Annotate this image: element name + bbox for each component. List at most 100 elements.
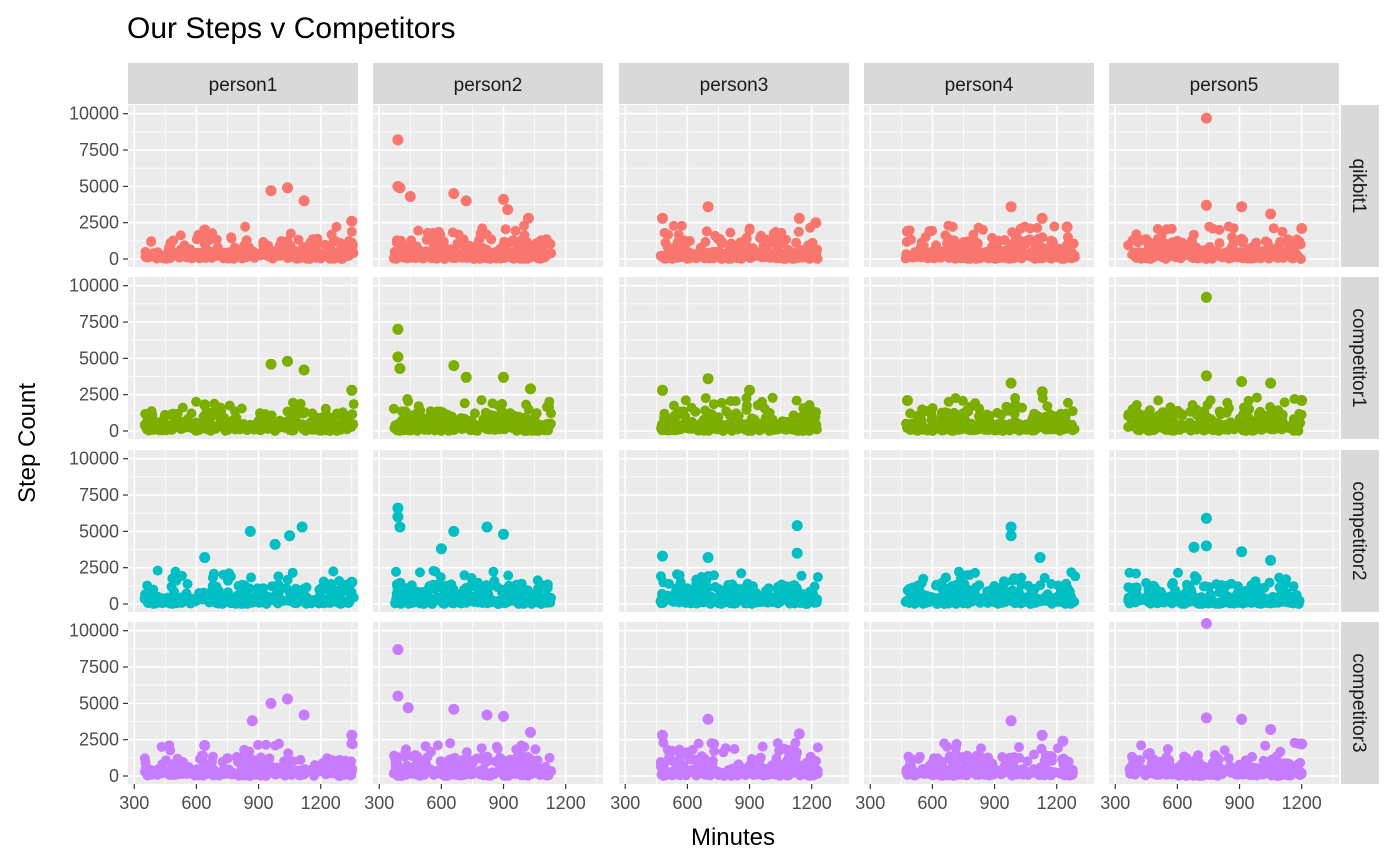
data-point [1142,423,1153,434]
data-point [725,396,736,407]
data-point [754,425,765,436]
data-point [964,421,975,432]
data-point [1132,237,1143,248]
data-point [782,416,793,427]
data-point [186,408,197,419]
data-point [918,422,928,433]
data-point [1049,221,1060,232]
data-point [458,423,469,433]
point-cloud-qikbit1-person3 [655,220,823,264]
data-point [510,753,521,764]
data-point [257,761,268,772]
data-point [392,583,403,594]
data-point [1225,422,1236,433]
data-point [1149,582,1160,593]
data-point [926,409,937,420]
data-point [927,225,938,236]
y-tick-label: 2500 [79,730,119,750]
data-point [1035,580,1046,591]
data-point [396,406,407,417]
data-point [711,246,722,257]
data-point [487,595,498,606]
data-point [207,420,218,431]
data-point [237,253,248,264]
data-point [742,578,753,589]
data-point [741,233,752,244]
point-cloud-qikbit1-person5 [1123,221,1306,264]
data-point [771,247,782,257]
data-point [710,582,721,592]
row-label-competitor3: competitor3 [1348,653,1369,752]
data-point [1161,407,1172,418]
data-point [703,571,714,581]
data-point [977,224,988,235]
data-point [272,250,283,261]
data-point [1210,598,1221,609]
data-point [1214,406,1225,417]
data-point [1243,244,1254,255]
y-tick-label: 2500 [79,213,119,233]
data-point [448,584,459,595]
data-point [175,230,186,241]
data-point [501,594,512,605]
data-point [997,251,1008,262]
data-point [908,594,919,605]
data-point [1192,422,1203,433]
data-point [275,583,286,594]
data-point [155,765,166,776]
data-point [546,248,557,259]
data-point [328,566,339,577]
facet-panels: person1 person2 person3 person4 person5qikbi… [69,63,1379,813]
data-point [500,224,511,235]
data-point [671,583,682,594]
data-point [747,243,758,254]
data-point [475,228,486,239]
data-point [326,768,337,779]
data-point [492,743,503,754]
data-point [798,410,809,421]
data-point [938,248,949,258]
data-point [191,396,202,407]
data-point [487,398,498,409]
column-label-person3: person3 [700,75,769,96]
data-point [508,421,519,431]
data-point [1243,395,1254,406]
data-point [1276,424,1287,435]
data-point [421,247,432,258]
data-point [674,251,684,262]
data-point [687,249,698,260]
data-point [1260,236,1271,247]
data-point [485,410,496,420]
data-point [514,246,525,257]
data-point [722,583,733,594]
data-point [544,752,555,763]
data-point [914,584,925,595]
data-point [260,739,271,750]
data-point [441,596,452,607]
y-tick-label: 0 [109,421,119,441]
data-point [346,421,357,432]
data-point [533,592,544,603]
data-point [673,229,684,240]
data-point [412,586,422,597]
data-point [1131,568,1141,579]
y-tick-label: 2500 [79,385,119,405]
y-tick-label: 7500 [79,485,119,505]
data-point [1027,425,1037,436]
data-point [392,237,403,248]
data-point [1059,422,1070,433]
data-point [477,242,488,253]
data-point [791,395,802,406]
data-point [533,246,544,257]
data-point [690,406,701,417]
data-point [206,757,217,768]
column-label-person2: person2 [454,75,523,96]
data-point [1279,397,1290,408]
data-point [141,250,152,261]
y-tick-label: 0 [109,249,119,269]
data-point [545,238,556,249]
data-point [208,407,219,418]
y-tick-label: 0 [109,766,119,786]
data-point [983,423,994,434]
row-label-competitor1: competitor1 [1348,308,1369,407]
